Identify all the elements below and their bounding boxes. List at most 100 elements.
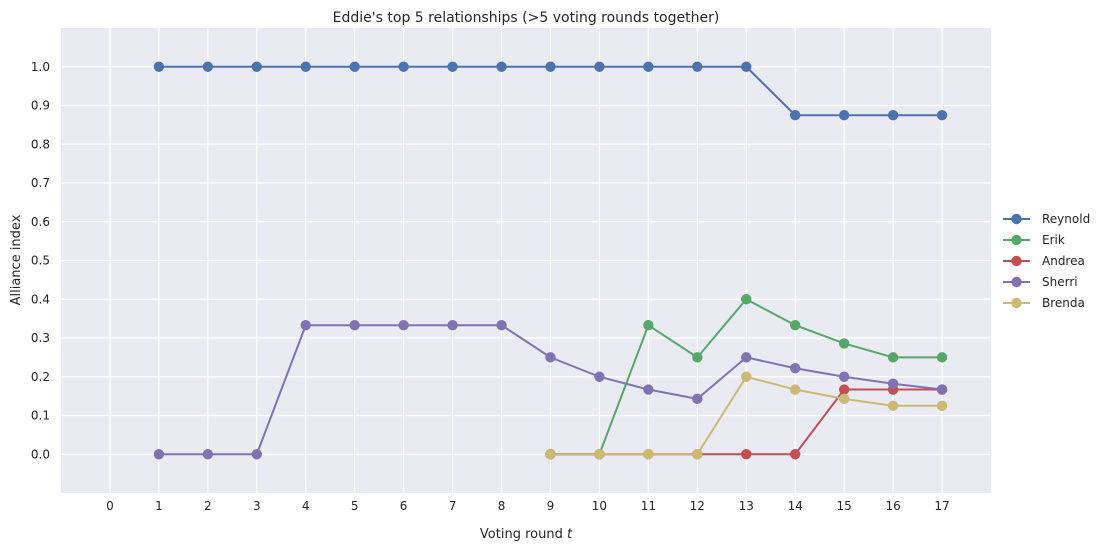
data-point-reynold xyxy=(202,61,214,72)
x-tick-label: 8 xyxy=(498,499,506,513)
data-point-brenda xyxy=(545,449,556,460)
x-tick-label: 5 xyxy=(351,499,359,513)
data-point-erik xyxy=(838,338,850,349)
data-point-sherri xyxy=(692,393,703,405)
x-axis-label: Voting round t xyxy=(480,527,573,542)
x-tick-label: 13 xyxy=(739,499,754,513)
tick-labels: 0 1 2 3 4 5 6 7 8 9 10 11 12 13 14 15 16 170.00.10.20.30.… xyxy=(31,60,950,513)
data-point-sherri xyxy=(838,371,850,382)
y-tick-label: 1.0 xyxy=(31,60,50,74)
y-tick-label: 0.2 xyxy=(31,370,50,384)
data-point-reynold xyxy=(838,109,850,121)
data-point-reynold xyxy=(594,61,605,72)
data-point-andrea xyxy=(790,449,801,460)
legend-label-andrea: Andrea xyxy=(1042,254,1085,268)
x-tick-label: 10 xyxy=(592,499,607,513)
data-point-reynold xyxy=(790,109,801,121)
data-point-reynold xyxy=(741,61,752,72)
data-point-reynold xyxy=(251,61,262,72)
data-point-sherri xyxy=(447,320,458,331)
data-point-andrea xyxy=(741,449,752,460)
y-tick-label: 0.3 xyxy=(31,331,50,345)
data-point-erik xyxy=(741,294,752,305)
data-point-reynold xyxy=(398,61,409,72)
legend-label-sherri: Sherri xyxy=(1042,275,1078,289)
data-point-sherri xyxy=(887,378,899,389)
y-tick-label: 0.0 xyxy=(31,447,50,461)
x-tick-label: 0 xyxy=(106,499,114,513)
legend-label-brenda: Brenda xyxy=(1042,296,1085,310)
x-tick-label: 16 xyxy=(885,499,900,513)
data-point-reynold xyxy=(496,61,507,72)
x-tick-label: 1 xyxy=(155,499,163,513)
data-point-brenda xyxy=(887,400,899,412)
y-axis-label: Alliance index xyxy=(9,214,24,305)
data-point-sherri xyxy=(741,352,752,363)
x-tick-label: 12 xyxy=(690,499,705,513)
grid xyxy=(61,28,991,493)
data-point-sherri xyxy=(936,384,948,395)
data-point-sherri xyxy=(398,320,409,331)
legend-marker-brenda xyxy=(1011,297,1022,309)
data-point-sherri xyxy=(251,449,262,460)
data-point-andrea xyxy=(838,384,850,395)
data-point-brenda xyxy=(741,371,752,382)
data-point-reynold xyxy=(936,109,948,121)
legend: Reynold Erik Andrea Sherri Brenda xyxy=(1003,212,1090,310)
data-point-sherri xyxy=(496,320,507,331)
x-tick-label: 17 xyxy=(934,499,949,513)
data-point-sherri xyxy=(349,320,360,331)
data-point-erik xyxy=(790,320,801,331)
data-point-erik xyxy=(887,352,899,363)
y-tick-label: 0.7 xyxy=(31,176,50,190)
data-point-reynold xyxy=(643,61,654,72)
data-point-sherri xyxy=(594,371,605,382)
data-point-sherri xyxy=(790,363,801,374)
data-point-brenda xyxy=(838,393,850,405)
data-point-reynold xyxy=(887,109,899,121)
data-point-sherri xyxy=(545,352,556,363)
x-tick-label: 14 xyxy=(788,499,803,513)
chart-title: Eddie's top 5 relationships (>5 voting r… xyxy=(333,10,720,26)
data-point-brenda xyxy=(936,400,948,412)
legend-label-erik: Erik xyxy=(1042,233,1065,247)
data-point-erik xyxy=(643,320,654,331)
x-tick-label: 4 xyxy=(302,499,310,513)
data-point-reynold xyxy=(300,61,311,72)
data-point-sherri xyxy=(300,320,311,331)
legend-marker-reynold xyxy=(1011,213,1022,225)
series-points xyxy=(153,61,948,460)
data-point-brenda xyxy=(643,449,654,460)
x-tick-label: 3 xyxy=(253,499,261,513)
data-point-sherri xyxy=(202,449,214,460)
data-point-sherri xyxy=(153,449,165,460)
data-point-reynold xyxy=(349,61,360,72)
data-point-brenda xyxy=(692,449,703,460)
y-tick-label: 0.8 xyxy=(31,137,50,151)
legend-marker-sherri xyxy=(1011,276,1022,288)
x-tick-label: 11 xyxy=(641,499,656,513)
y-tick-label: 0.9 xyxy=(31,99,50,113)
x-tick-label: 2 xyxy=(204,499,212,513)
data-point-erik xyxy=(936,352,948,363)
x-tick-label: 7 xyxy=(449,499,457,513)
y-tick-label: 0.4 xyxy=(31,292,50,306)
x-tick-label: 15 xyxy=(837,499,852,513)
x-axis-label-text: Voting round xyxy=(480,527,563,542)
legend-marker-erik xyxy=(1011,234,1022,246)
data-point-reynold xyxy=(545,61,556,72)
data-point-brenda xyxy=(594,449,605,460)
data-point-reynold xyxy=(153,61,165,72)
x-tick-label: 6 xyxy=(400,499,408,513)
data-point-sherri xyxy=(643,384,654,395)
x-tick-label: 9 xyxy=(547,499,555,513)
data-point-brenda xyxy=(790,384,801,395)
data-point-reynold xyxy=(692,61,703,72)
legend-label-reynold: Reynold xyxy=(1042,212,1090,226)
y-tick-label: 0.1 xyxy=(31,409,50,423)
x-axis-label-variable: t xyxy=(567,527,573,542)
y-tick-label: 0.5 xyxy=(31,254,50,268)
data-point-erik xyxy=(692,352,703,363)
